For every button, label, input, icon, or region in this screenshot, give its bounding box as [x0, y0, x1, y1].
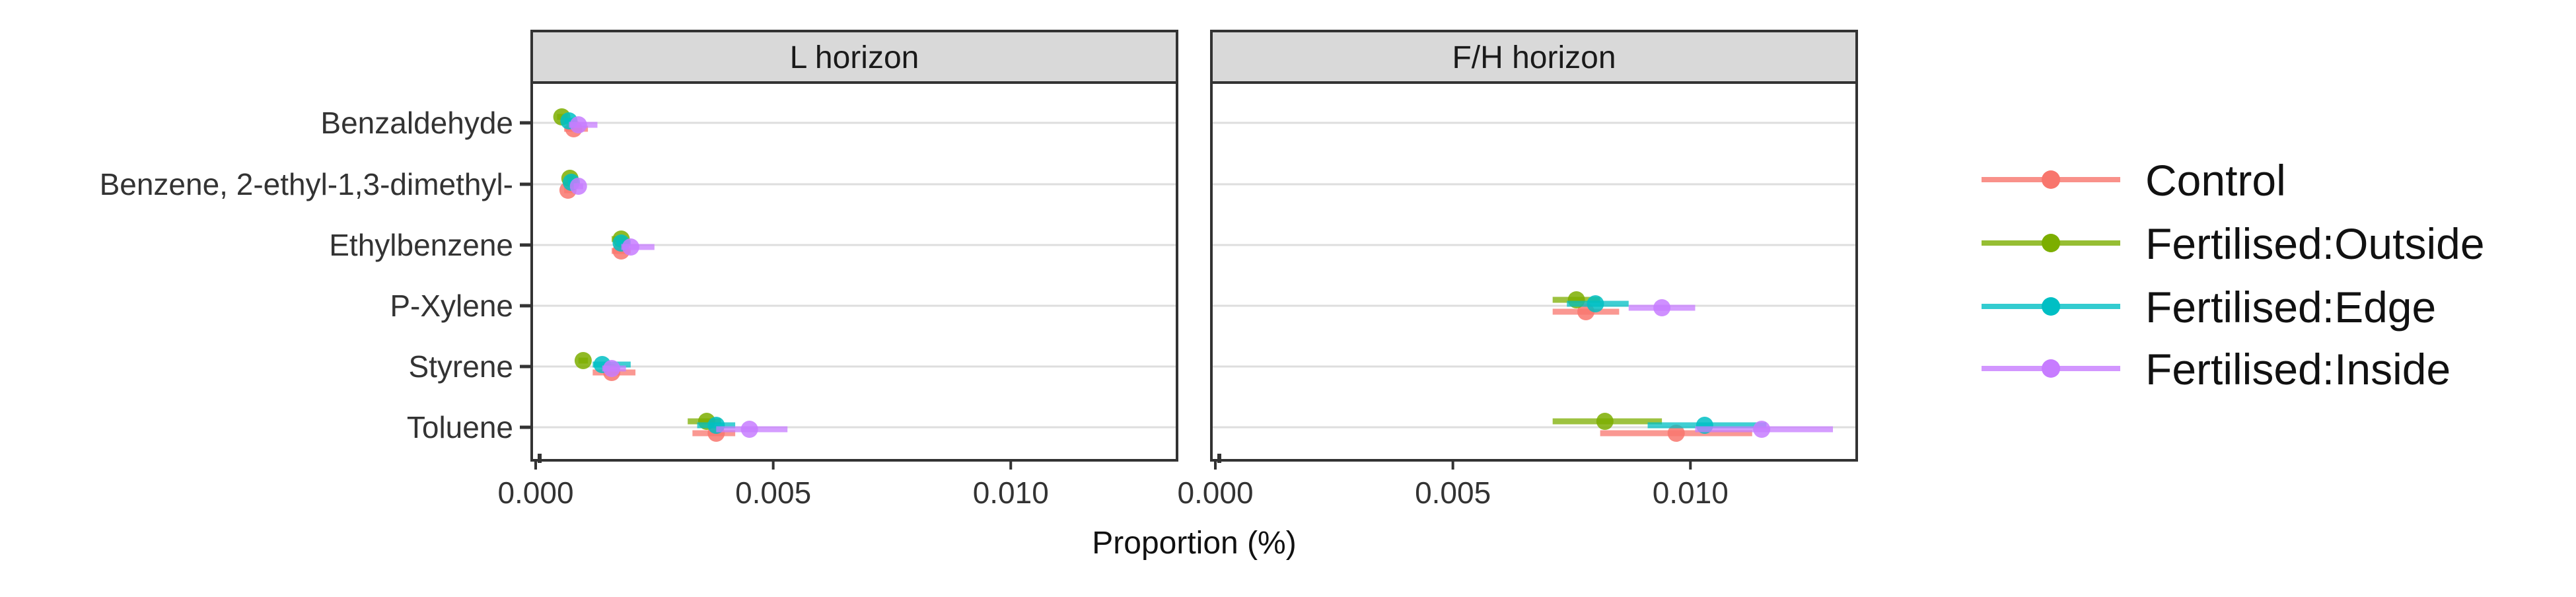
x-tick-label: 0.005	[1415, 475, 1491, 510]
legend-item: Fertilised:Outside	[1982, 219, 2485, 268]
data-point	[1753, 421, 1771, 438]
x-tick-label: 0.005	[735, 475, 811, 510]
legend-item: Fertilised:Inside	[1982, 345, 2451, 394]
y-axis: Benzaldehyde Benzene, 2-ethyl-1,3-dimethy…	[100, 106, 532, 444]
x-axes: 0.000 0.005 0.010 0.000 0.005 0.010	[497, 460, 1729, 510]
panel-background	[1211, 83, 1857, 460]
legend-label: Fertilised:Outside	[2145, 219, 2485, 268]
legend-label: Fertilised:Edge	[2145, 283, 2436, 332]
legend-key-point	[2042, 234, 2060, 252]
facet-strip	[530, 30, 1178, 84]
data-point	[1587, 295, 1604, 312]
x-tick-label: 0.010	[1653, 475, 1729, 510]
legend-label: Control	[2145, 156, 2286, 205]
data-point	[1667, 425, 1685, 442]
legend-key-point	[2042, 359, 2060, 378]
panels: L horizon F/H horizon	[530, 30, 1858, 463]
panel-border	[530, 81, 1178, 462]
facet-strip-label: F/H horizon	[1452, 40, 1616, 75]
data-point	[603, 360, 621, 377]
legend: Control Fertilised:Outside Fertilised:Edge…	[1982, 156, 2485, 394]
facet-strip-label: L horizon	[790, 40, 919, 75]
legend-label: Fertilised:Inside	[2145, 345, 2451, 394]
y-tick-label: Benzaldehyde	[320, 106, 513, 140]
y-tick-label: Ethylbenzene	[329, 228, 513, 262]
panel-border	[1210, 81, 1858, 462]
legend-key-point	[2042, 297, 2060, 316]
y-tick-label: Styrene	[408, 349, 513, 384]
legend-item: Control	[1982, 156, 2286, 205]
data-point	[569, 178, 587, 195]
facet-panel: L horizon	[530, 30, 1178, 463]
x-axis-title: Proportion (%)	[1092, 526, 1296, 561]
x-tick-label: 0.000	[1177, 475, 1253, 510]
legend-item: Fertilised:Edge	[1982, 283, 2436, 332]
data-point	[1653, 299, 1671, 316]
panel-background	[532, 83, 1177, 460]
data-point	[622, 238, 639, 256]
y-tick-label: Toluene	[407, 410, 513, 444]
data-point	[740, 421, 758, 438]
data-point	[574, 352, 592, 369]
y-tick-label: P-Xylene	[390, 289, 513, 323]
y-tick-label: Benzene, 2-ethyl-1,3-dimethyl-	[100, 167, 513, 201]
facet-panel: F/H horizon	[1210, 30, 1858, 463]
x-tick-label: 0.000	[497, 475, 573, 510]
data-point	[569, 116, 587, 133]
x-tick-label: 0.010	[973, 475, 1049, 510]
data-point	[1596, 413, 1614, 430]
legend-key-point	[2042, 170, 2060, 189]
